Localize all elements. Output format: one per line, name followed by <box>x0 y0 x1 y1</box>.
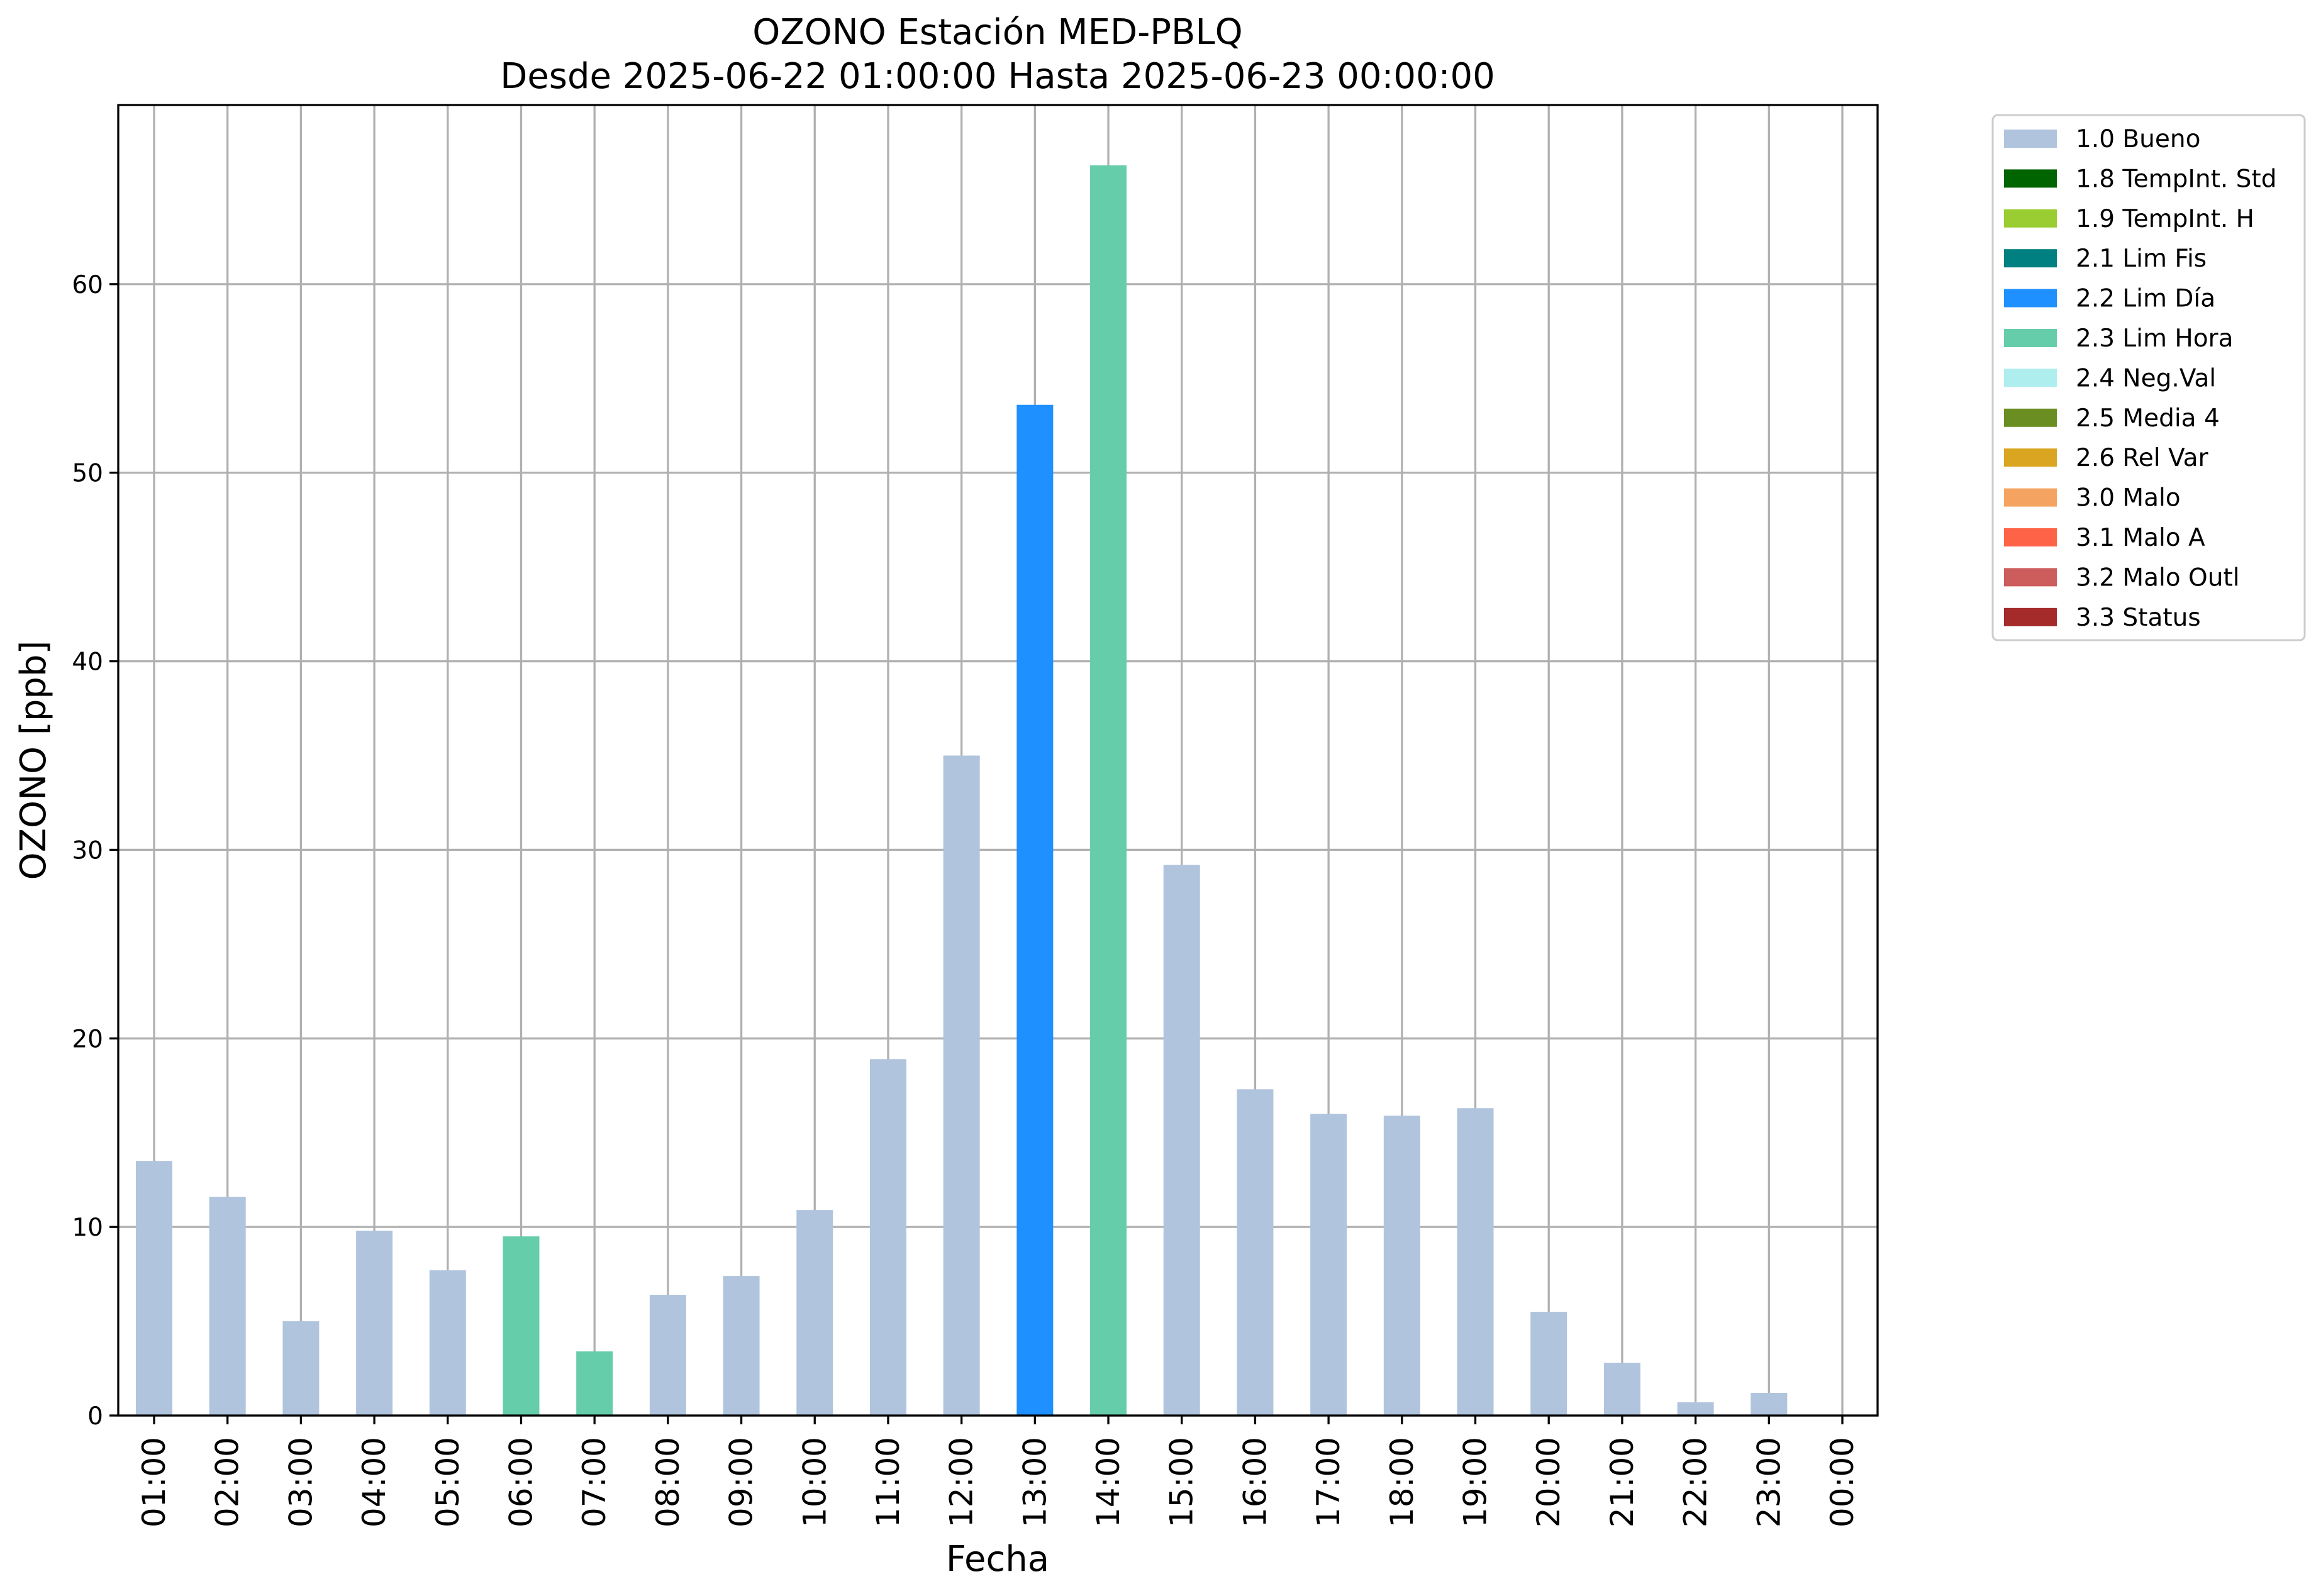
bar-1900 <box>1457 1108 1494 1416</box>
x-tick-label: 03:00 <box>282 1437 319 1527</box>
bar-1000 <box>796 1210 833 1416</box>
x-tick-label: 20:00 <box>1530 1437 1567 1527</box>
bar-1600 <box>1237 1089 1274 1416</box>
bar-0300 <box>282 1321 320 1416</box>
legend-frame <box>1991 114 2306 641</box>
bar-0400 <box>356 1231 393 1416</box>
y-tick-label: 10 <box>72 1214 103 1242</box>
x-tick-label: 00:00 <box>1824 1437 1861 1527</box>
bar-0200 <box>209 1197 246 1416</box>
legend-label: 1.9 TempInt. H <box>2076 205 2254 233</box>
x-tick-label: 12:00 <box>944 1437 980 1527</box>
legend-label: 2.1 Lim Fis <box>2076 245 2207 273</box>
bar-0100 <box>136 1161 172 1416</box>
y-tick-label: 50 <box>72 460 103 488</box>
legend-label: 2.2 Lim Día <box>2076 285 2215 313</box>
bar-1200 <box>943 755 980 1416</box>
bar-2100 <box>1603 1363 1640 1416</box>
legend-swatch-2-2-lim-d-a <box>2004 289 2057 308</box>
legend-swatch-2-3-lim-hora <box>2004 329 2057 347</box>
y-tick-label: 20 <box>72 1025 103 1053</box>
bar-0800 <box>649 1295 686 1416</box>
legend-label: 2.3 Lim Hora <box>2076 324 2234 353</box>
legend-label: 2.4 Neg.Val <box>2076 364 2216 392</box>
x-tick-label: 17:00 <box>1310 1437 1347 1527</box>
bar-2200 <box>1677 1402 1714 1416</box>
bar-1400 <box>1090 165 1127 1416</box>
x-tick-label: 01:00 <box>136 1437 172 1527</box>
legend: 1.0 Bueno 1.8 TempInt. Std 1.9 TempInt. H 2… <box>1991 114 2306 641</box>
legend-swatch-2-4-neg-val <box>2004 369 2057 387</box>
y-axis-label: OZONO [ppb] <box>13 641 54 880</box>
grid <box>118 105 1878 1417</box>
legend-label: 3.3 Status <box>2076 604 2201 632</box>
x-tick-label: 04:00 <box>356 1437 392 1527</box>
legend-label: 1.8 TempInt. Std <box>2076 165 2276 193</box>
legend-swatch-3-1-malo-a <box>2004 528 2057 546</box>
legend-swatch-1-8-tempint-std <box>2004 169 2057 188</box>
y-axis: 0 10 20 30 40 50 60 <box>72 271 118 1431</box>
legend-label: 3.2 Malo Outl <box>2076 563 2240 592</box>
y-tick-label: 0 <box>87 1402 103 1431</box>
x-tick-label: 19:00 <box>1457 1437 1494 1527</box>
bar-1700 <box>1310 1114 1347 1416</box>
y-tick-label: 60 <box>72 271 103 299</box>
legend-label: 1.0 Bueno <box>2076 125 2200 153</box>
bar-0700 <box>576 1351 613 1416</box>
legend-label: 3.0 Malo <box>2076 484 2181 513</box>
x-tick-label: 09:00 <box>723 1437 760 1527</box>
bar-0500 <box>429 1270 466 1416</box>
x-tick-label: 14:00 <box>1090 1437 1127 1527</box>
x-tick-label: 02:00 <box>209 1437 246 1527</box>
x-tick-label: 11:00 <box>870 1437 906 1527</box>
plot-frame <box>117 104 1879 1417</box>
bars <box>136 165 1788 1416</box>
x-axis-label: Fecha <box>946 1539 1049 1580</box>
x-tick-label: 16:00 <box>1237 1437 1273 1527</box>
legend-swatch-2-6-rel-var <box>2004 448 2057 467</box>
x-tick-label: 22:00 <box>1678 1437 1714 1527</box>
bar-1300 <box>1016 404 1054 1416</box>
legend-swatch-3-0-malo <box>2004 488 2057 507</box>
x-tick-label: 07:00 <box>576 1437 613 1527</box>
x-tick-label: 05:00 <box>430 1437 466 1527</box>
legend-label: 2.6 Rel Var <box>2076 444 2209 472</box>
x-tick-label: 10:00 <box>796 1437 833 1527</box>
bar-2300 <box>1751 1393 1788 1416</box>
bar-1100 <box>869 1059 906 1416</box>
x-axis: 01:00 02:00 03:00 04:00 05:00 06:00 07:00 08:00… <box>136 1416 1861 1527</box>
legend-label: 3.1 Malo A <box>2076 524 2205 552</box>
legend-label: 2.5 Media 4 <box>2076 404 2220 433</box>
legend-swatch-3-3-status <box>2004 607 2057 626</box>
legend-swatch-3-2-malo-outl <box>2004 568 2057 587</box>
x-tick-label: 06:00 <box>503 1437 539 1527</box>
chart-title: OZONO Estación MED-PBLQ <box>752 12 1243 53</box>
bar-0900 <box>723 1276 760 1416</box>
y-tick-label: 30 <box>72 836 103 865</box>
y-tick-label: 40 <box>72 648 103 677</box>
bar-0600 <box>503 1236 540 1416</box>
legend-swatch-2-5-media-4 <box>2004 408 2057 427</box>
x-tick-label: 21:00 <box>1604 1437 1640 1527</box>
x-tick-label: 13:00 <box>1016 1437 1053 1527</box>
bar-2000 <box>1530 1312 1567 1416</box>
x-tick-label: 08:00 <box>650 1437 686 1527</box>
chart-subtitle: Desde 2025-06-22 01:00:00 Hasta 2025-06-… <box>500 56 1495 97</box>
x-tick-label: 23:00 <box>1751 1437 1787 1527</box>
x-tick-label: 15:00 <box>1164 1437 1200 1527</box>
legend-swatch-2-1-lim-fis <box>2004 249 2057 268</box>
x-tick-label: 18:00 <box>1384 1437 1420 1527</box>
legend-swatch-1-9-tempint-h <box>2004 209 2057 228</box>
legend-swatch-1-0-bueno <box>2004 130 2057 148</box>
bar-1500 <box>1163 865 1200 1416</box>
bar-1800 <box>1383 1116 1420 1416</box>
